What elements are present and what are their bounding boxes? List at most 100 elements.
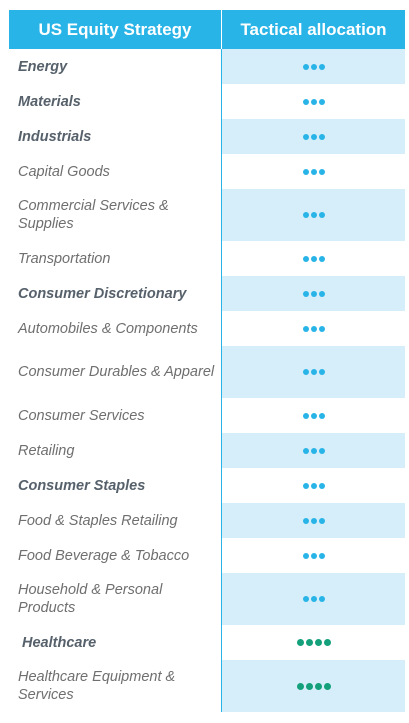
allocation-cell [221, 119, 405, 154]
allocation-cell [221, 189, 405, 241]
sector-label: Transportation [9, 241, 221, 276]
allocation-cell [221, 503, 405, 538]
allocation-dots [302, 412, 325, 419]
allocation-dots [302, 290, 325, 297]
sector-label: Household & Personal Products [9, 573, 221, 625]
sector-label: Food Beverage & Tobacco [9, 538, 221, 573]
dot-icon [318, 517, 325, 524]
allocation-cell [221, 538, 405, 573]
allocation-cell [221, 468, 405, 503]
table-row: Food Beverage & Tobacco [9, 538, 405, 573]
allocation-cell [221, 625, 405, 660]
dot-icon [310, 98, 317, 105]
sector-label: Materials [9, 84, 221, 119]
allocation-cell [221, 398, 405, 433]
dot-icon [318, 63, 325, 70]
table-header: US Equity Strategy Tactical allocation [9, 10, 405, 49]
table-row: Retailing [9, 433, 405, 468]
dot-icon [318, 447, 325, 454]
table-row: Healthcare Equipment & Services [9, 660, 405, 712]
allocation-dots [302, 596, 325, 602]
table-row: Consumer Services [9, 398, 405, 433]
dot-icon [318, 168, 325, 175]
allocation-dots [302, 325, 325, 332]
allocation-cell [221, 573, 405, 625]
dot-icon [310, 290, 317, 297]
sector-label: Consumer Staples [9, 468, 221, 503]
allocation-dots [302, 255, 325, 262]
allocation-dots [302, 63, 325, 70]
dot-icon [310, 133, 317, 140]
table-row: Automobiles & Components [9, 311, 405, 346]
dot-icon [302, 325, 309, 332]
allocation-dots [302, 98, 325, 105]
dot-icon [302, 369, 309, 375]
dot-icon [305, 682, 313, 690]
dot-icon [310, 63, 317, 70]
allocation-dots [302, 212, 325, 218]
dot-icon [318, 212, 325, 218]
table-row: Materials [9, 84, 405, 119]
dot-icon [318, 412, 325, 419]
allocation-cell [221, 346, 405, 398]
table-row: Food & Staples Retailing [9, 503, 405, 538]
dot-icon [318, 290, 325, 297]
table-row: Consumer Durables & Apparel [9, 346, 405, 398]
dot-icon [302, 98, 309, 105]
dot-icon [310, 412, 317, 419]
sector-label: Healthcare [9, 625, 221, 660]
dot-icon [310, 212, 317, 218]
dot-icon [314, 639, 322, 646]
allocation-dots [302, 482, 325, 489]
header-allocation: Tactical allocation [221, 10, 405, 49]
sector-label: Energy [9, 49, 221, 84]
table-row: Commercial Services & Supplies [9, 189, 405, 241]
dot-icon [310, 482, 317, 489]
allocation-dots [296, 639, 331, 646]
dot-icon [310, 552, 317, 559]
dot-icon [302, 63, 309, 70]
allocation-table: US Equity Strategy Tactical allocation E… [9, 10, 405, 712]
dot-icon [310, 325, 317, 332]
allocation-dots [302, 133, 325, 140]
header-strategy: US Equity Strategy [38, 19, 192, 39]
table-row: Healthcare [9, 625, 405, 660]
sector-label: Consumer Services [9, 398, 221, 433]
dot-icon [302, 517, 309, 524]
sector-label: Consumer Durables & Apparel [9, 346, 221, 398]
dot-icon [302, 552, 309, 559]
dot-icon [310, 168, 317, 175]
allocation-dots [302, 369, 325, 375]
dot-icon [314, 682, 322, 690]
dot-icon [310, 255, 317, 262]
allocation-cell [221, 241, 405, 276]
dot-icon [318, 133, 325, 140]
dot-icon [302, 290, 309, 297]
table-row: Industrials [9, 119, 405, 154]
dot-icon [310, 369, 317, 375]
sector-label: Retailing [9, 433, 221, 468]
table-row: Consumer Staples [9, 468, 405, 503]
dot-icon [302, 255, 309, 262]
allocation-dots [302, 168, 325, 175]
dot-icon [302, 212, 309, 218]
allocation-cell [221, 154, 405, 189]
sector-label: Healthcare Equipment & Services [9, 660, 221, 712]
allocation-cell [221, 84, 405, 119]
allocation-cell [221, 276, 405, 311]
table-body: Energy Materials Industrials Capital Goods C… [9, 49, 405, 712]
dot-icon [302, 133, 309, 140]
table-row: Consumer Discretionary [9, 276, 405, 311]
dot-icon [318, 596, 325, 602]
dot-icon [318, 325, 325, 332]
dot-icon [302, 412, 309, 419]
sector-label: Capital Goods [9, 154, 221, 189]
table-row: Transportation [9, 241, 405, 276]
dot-icon [318, 369, 325, 375]
dot-icon [302, 168, 309, 175]
allocation-dots [302, 447, 325, 454]
allocation-cell [221, 311, 405, 346]
dot-icon [310, 517, 317, 524]
dot-icon [323, 682, 331, 690]
allocation-dots [296, 682, 331, 690]
